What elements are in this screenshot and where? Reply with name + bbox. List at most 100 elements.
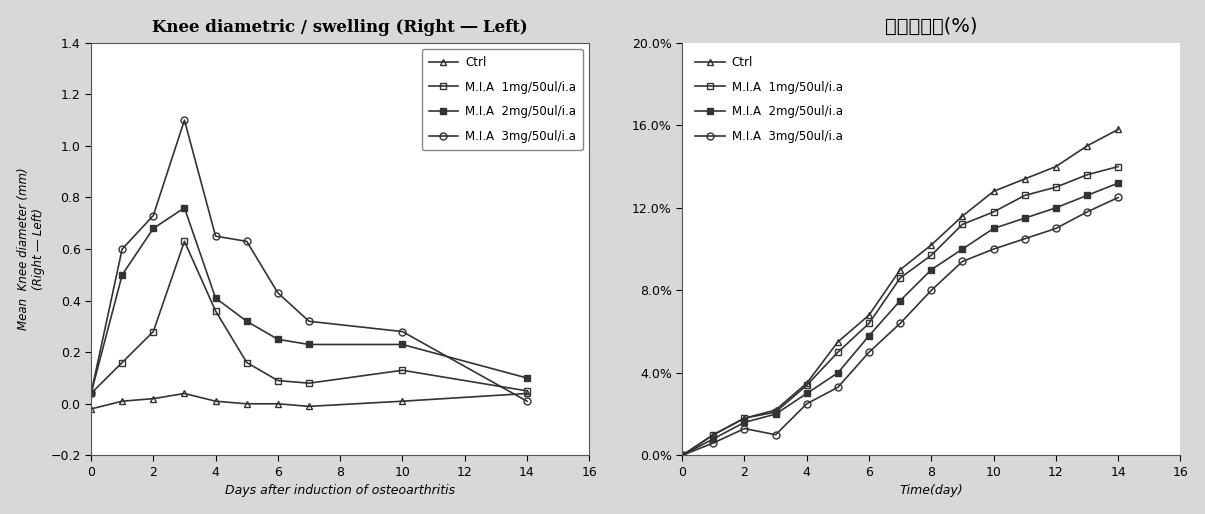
Ctrl	[177, 391, 192, 397]
Ctrl	[956, 213, 970, 219]
M.I.A  2mg/50ul/i.a	[114, 272, 129, 278]
M.I.A  3mg/50ul/i.a	[769, 432, 783, 438]
M.I.A  3mg/50ul/i.a	[84, 391, 99, 397]
M.I.A  1mg/50ul/i.a	[1048, 184, 1063, 190]
M.I.A  1mg/50ul/i.a	[177, 238, 192, 245]
Ctrl	[893, 267, 907, 273]
Legend: Ctrl, M.I.A  1mg/50ul/i.a, M.I.A  2mg/50ul/i.a, M.I.A  3mg/50ul/i.a: Ctrl, M.I.A 1mg/50ul/i.a, M.I.A 2mg/50ul…	[688, 49, 850, 150]
Ctrl	[114, 398, 129, 405]
Y-axis label: Mean  Knee diameter (mm)
(Right ― Left): Mean Knee diameter (mm) (Right ― Left)	[17, 168, 45, 331]
M.I.A  2mg/50ul/i.a	[519, 375, 534, 381]
Line: M.I.A  1mg/50ul/i.a: M.I.A 1mg/50ul/i.a	[678, 163, 1122, 459]
Line: M.I.A  2mg/50ul/i.a: M.I.A 2mg/50ul/i.a	[678, 179, 1122, 459]
Ctrl	[1111, 126, 1125, 133]
M.I.A  1mg/50ul/i.a	[769, 409, 783, 415]
M.I.A  2mg/50ul/i.a	[1111, 180, 1125, 186]
M.I.A  2mg/50ul/i.a	[208, 295, 223, 301]
M.I.A  1mg/50ul/i.a	[987, 209, 1001, 215]
M.I.A  3mg/50ul/i.a	[862, 349, 876, 355]
M.I.A  2mg/50ul/i.a	[1048, 205, 1063, 211]
M.I.A  3mg/50ul/i.a	[301, 318, 316, 324]
M.I.A  3mg/50ul/i.a	[830, 384, 845, 390]
Ctrl	[830, 339, 845, 345]
Ctrl	[1048, 163, 1063, 170]
M.I.A  2mg/50ul/i.a	[956, 246, 970, 252]
M.I.A  2mg/50ul/i.a	[240, 318, 254, 324]
M.I.A  3mg/50ul/i.a	[146, 212, 160, 218]
M.I.A  2mg/50ul/i.a	[146, 225, 160, 231]
M.I.A  3mg/50ul/i.a	[208, 233, 223, 239]
Line: M.I.A  1mg/50ul/i.a: M.I.A 1mg/50ul/i.a	[88, 238, 530, 397]
Line: Ctrl: Ctrl	[88, 390, 530, 412]
M.I.A  3mg/50ul/i.a	[1048, 225, 1063, 231]
M.I.A  1mg/50ul/i.a	[737, 415, 752, 421]
Line: M.I.A  2mg/50ul/i.a: M.I.A 2mg/50ul/i.a	[88, 205, 530, 397]
M.I.A  1mg/50ul/i.a	[519, 388, 534, 394]
Ctrl	[706, 432, 721, 438]
M.I.A  3mg/50ul/i.a	[240, 238, 254, 245]
M.I.A  3mg/50ul/i.a	[956, 259, 970, 265]
M.I.A  3mg/50ul/i.a	[1017, 236, 1031, 242]
M.I.A  2mg/50ul/i.a	[987, 225, 1001, 231]
X-axis label: Time(day): Time(day)	[899, 484, 963, 498]
Ctrl	[987, 188, 1001, 194]
Line: M.I.A  3mg/50ul/i.a: M.I.A 3mg/50ul/i.a	[678, 194, 1122, 459]
M.I.A  1mg/50ul/i.a	[208, 308, 223, 314]
M.I.A  2mg/50ul/i.a	[924, 267, 939, 273]
M.I.A  3mg/50ul/i.a	[800, 401, 815, 407]
M.I.A  2mg/50ul/i.a	[737, 419, 752, 426]
M.I.A  3mg/50ul/i.a	[987, 246, 1001, 252]
M.I.A  3mg/50ul/i.a	[737, 426, 752, 432]
M.I.A  2mg/50ul/i.a	[706, 436, 721, 442]
M.I.A  1mg/50ul/i.a	[114, 359, 129, 365]
M.I.A  2mg/50ul/i.a	[301, 341, 316, 347]
M.I.A  2mg/50ul/i.a	[271, 336, 286, 342]
M.I.A  1mg/50ul/i.a	[1017, 192, 1031, 198]
M.I.A  2mg/50ul/i.a	[893, 298, 907, 304]
Ctrl	[675, 452, 689, 458]
M.I.A  1mg/50ul/i.a	[240, 359, 254, 365]
M.I.A  3mg/50ul/i.a	[675, 452, 689, 458]
Ctrl	[301, 403, 316, 410]
M.I.A  1mg/50ul/i.a	[800, 382, 815, 388]
M.I.A  2mg/50ul/i.a	[675, 452, 689, 458]
M.I.A  1mg/50ul/i.a	[862, 320, 876, 326]
Title: 체중증가율(%): 체중증가율(%)	[884, 16, 977, 35]
Title: Knee diametric / swelling (Right ― Left): Knee diametric / swelling (Right ― Left)	[152, 19, 528, 35]
M.I.A  1mg/50ul/i.a	[1111, 163, 1125, 170]
M.I.A  3mg/50ul/i.a	[271, 290, 286, 296]
M.I.A  1mg/50ul/i.a	[893, 275, 907, 281]
M.I.A  1mg/50ul/i.a	[956, 221, 970, 227]
M.I.A  2mg/50ul/i.a	[84, 391, 99, 397]
M.I.A  3mg/50ul/i.a	[395, 328, 410, 335]
Legend: Ctrl, M.I.A  1mg/50ul/i.a, M.I.A  2mg/50ul/i.a, M.I.A  3mg/50ul/i.a: Ctrl, M.I.A 1mg/50ul/i.a, M.I.A 2mg/50ul…	[422, 49, 583, 150]
Line: Ctrl: Ctrl	[678, 126, 1122, 459]
Ctrl	[84, 406, 99, 412]
Ctrl	[271, 401, 286, 407]
Ctrl	[240, 401, 254, 407]
M.I.A  1mg/50ul/i.a	[924, 252, 939, 259]
Ctrl	[1080, 143, 1094, 149]
Ctrl	[395, 398, 410, 405]
Ctrl	[769, 407, 783, 413]
M.I.A  3mg/50ul/i.a	[1080, 209, 1094, 215]
M.I.A  3mg/50ul/i.a	[893, 320, 907, 326]
M.I.A  1mg/50ul/i.a	[706, 432, 721, 438]
M.I.A  2mg/50ul/i.a	[1080, 192, 1094, 198]
Ctrl	[208, 398, 223, 405]
Ctrl	[800, 380, 815, 386]
M.I.A  2mg/50ul/i.a	[769, 411, 783, 417]
M.I.A  1mg/50ul/i.a	[830, 349, 845, 355]
M.I.A  2mg/50ul/i.a	[177, 205, 192, 211]
M.I.A  2mg/50ul/i.a	[830, 370, 845, 376]
M.I.A  1mg/50ul/i.a	[1080, 172, 1094, 178]
Ctrl	[924, 242, 939, 248]
M.I.A  1mg/50ul/i.a	[301, 380, 316, 386]
M.I.A  1mg/50ul/i.a	[395, 367, 410, 373]
M.I.A  3mg/50ul/i.a	[706, 440, 721, 446]
M.I.A  2mg/50ul/i.a	[1017, 215, 1031, 221]
Ctrl	[1017, 176, 1031, 182]
M.I.A  1mg/50ul/i.a	[146, 328, 160, 335]
M.I.A  3mg/50ul/i.a	[114, 246, 129, 252]
Ctrl	[519, 391, 534, 397]
